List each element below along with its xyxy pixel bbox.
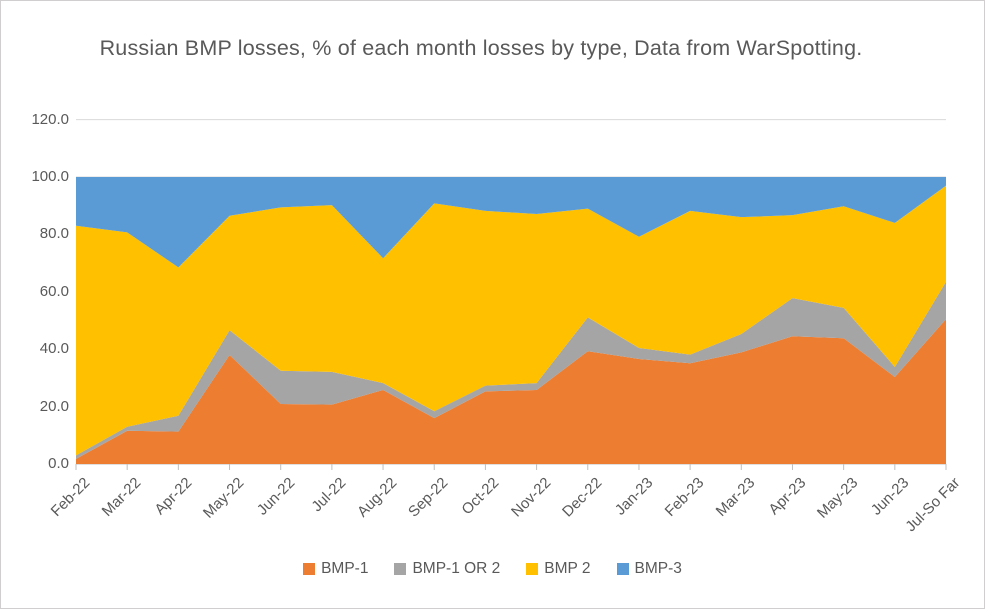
chart-title: Russian BMP losses, % of each month loss…: [99, 36, 863, 60]
area-series-bmp-1: [76, 319, 946, 464]
legend-swatch-icon: [303, 563, 316, 575]
legend-swatch-icon: [394, 563, 407, 575]
y-axis-tick-label: 60.0: [39, 282, 69, 300]
y-axis-tick-label: 20.0: [39, 397, 69, 415]
legend-item-bmp-2: BMP 2: [526, 560, 591, 577]
legend: BMP-1 BMP-1 OR 2 BMP 2 BMP-3: [1, 561, 984, 577]
area-series-bmp-3: [76, 177, 946, 268]
y-axis-tick-label: 40.0: [39, 340, 69, 358]
legend-label: BMP-1 OR 2: [412, 560, 501, 577]
legend-swatch-icon: [526, 563, 539, 575]
area-series-bmp-2: [76, 185, 946, 456]
legend-item-bmp-3: BMP-3: [616, 560, 682, 577]
legend-label: BMP-1: [321, 560, 369, 577]
legend-item-bmp-1-or-2: BMP-1 OR 2: [394, 561, 500, 577]
legend-item-bmp-1: BMP-1: [303, 561, 368, 577]
y-axis-tick-label: 100.0: [31, 168, 69, 185]
area-series-bmp-1-or-2: [76, 281, 946, 459]
legend-label: BMP 2: [544, 560, 591, 577]
legend-label: BMP-3: [634, 560, 682, 577]
y-axis-tick-label: 0.0: [48, 455, 69, 472]
y-axis-tick-label: 80.0: [39, 225, 69, 243]
legend-swatch-icon: [616, 563, 629, 575]
y-axis-tick-label: 120.0: [31, 110, 69, 128]
